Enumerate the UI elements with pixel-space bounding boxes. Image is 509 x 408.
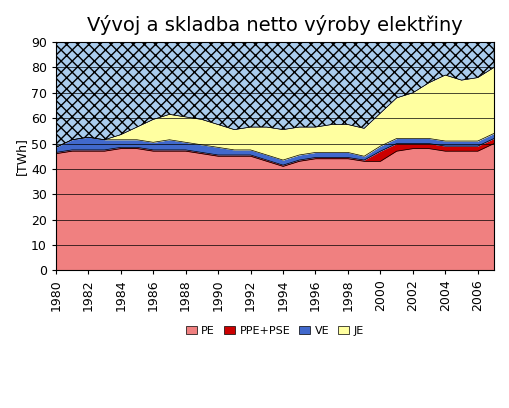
Legend: PE, PPE+PSE, VE, JE: PE, PPE+PSE, VE, JE xyxy=(181,321,369,340)
Y-axis label: [TWh]: [TWh] xyxy=(15,137,28,175)
Title: Vývoj a skladba netto výroby elektřiny: Vývoj a skladba netto výroby elektřiny xyxy=(87,15,463,35)
